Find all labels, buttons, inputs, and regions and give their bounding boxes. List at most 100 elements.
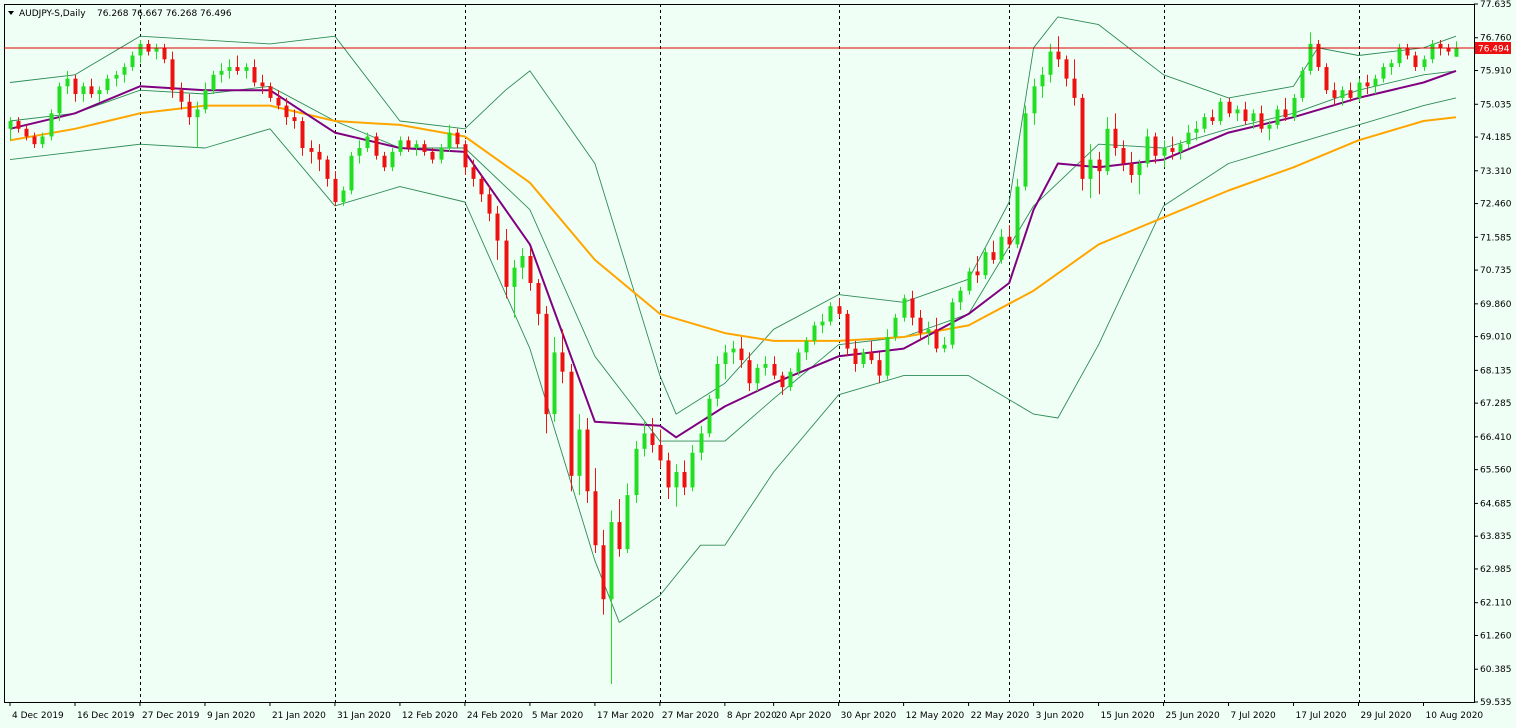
candle bbox=[763, 356, 768, 376]
y-tick-label: 61.260 bbox=[1480, 631, 1512, 641]
candle-body bbox=[252, 67, 257, 83]
candle bbox=[162, 43, 167, 64]
candle bbox=[699, 425, 704, 461]
candle-body bbox=[105, 78, 110, 91]
x-tick-label: 29 Jul 2020 bbox=[1361, 711, 1412, 721]
candle-body bbox=[138, 43, 143, 56]
candle bbox=[179, 82, 184, 110]
x-tick-label: 16 Dec 2019 bbox=[77, 711, 135, 721]
y-tick-label: 76.760 bbox=[1480, 34, 1512, 44]
candle-body bbox=[1348, 90, 1353, 98]
candle-body bbox=[1308, 43, 1313, 71]
candle-body bbox=[504, 240, 509, 287]
candle bbox=[1064, 55, 1069, 87]
candle bbox=[1365, 74, 1370, 95]
candle-body bbox=[40, 136, 45, 145]
y-tick-label: 69.860 bbox=[1480, 300, 1512, 310]
candle-body bbox=[845, 313, 850, 349]
candle-body bbox=[723, 352, 728, 364]
candle-body bbox=[382, 155, 387, 168]
candle-body bbox=[828, 306, 833, 322]
y-tick-label: 62.985 bbox=[1480, 565, 1512, 575]
candle bbox=[187, 94, 192, 125]
collapse-triangle-icon[interactable] bbox=[8, 11, 14, 15]
candle-body bbox=[991, 252, 996, 260]
candle bbox=[1446, 43, 1451, 56]
candle-body bbox=[1324, 67, 1329, 91]
candle-body bbox=[24, 128, 29, 137]
candle-body bbox=[512, 267, 517, 287]
candle-body bbox=[430, 151, 435, 160]
candle bbox=[414, 140, 419, 156]
candle bbox=[382, 151, 387, 172]
candle-body bbox=[837, 306, 842, 314]
y-tick-label: 64.685 bbox=[1480, 499, 1512, 509]
candle-body bbox=[910, 298, 915, 318]
candle-body bbox=[57, 86, 62, 114]
candle bbox=[504, 229, 509, 299]
bollinger-middle-line bbox=[9, 70, 1457, 442]
candle bbox=[1283, 97, 1288, 122]
candle bbox=[666, 452, 671, 499]
candle bbox=[495, 205, 500, 260]
candle-body bbox=[97, 90, 102, 95]
candle bbox=[219, 63, 224, 83]
candle-body bbox=[1145, 136, 1150, 164]
candle-body bbox=[1178, 144, 1183, 152]
candle bbox=[1454, 41, 1459, 57]
x-tick-label: 7 Jul 2020 bbox=[1231, 711, 1276, 721]
candle-body bbox=[81, 86, 86, 95]
x-tick-label: 30 Apr 2020 bbox=[841, 711, 897, 721]
candle bbox=[617, 498, 622, 557]
candle-body bbox=[1259, 113, 1264, 129]
x-tick-label: 24 Feb 2020 bbox=[467, 711, 523, 721]
x-tick-label: 3 Jun 2020 bbox=[1036, 711, 1085, 721]
candle bbox=[89, 78, 94, 98]
x-tick-label: 10 Aug 2020 bbox=[1426, 711, 1484, 721]
candle-body bbox=[1097, 159, 1102, 172]
candle-body bbox=[390, 151, 395, 168]
candle-body bbox=[1153, 136, 1158, 156]
candle bbox=[845, 310, 850, 357]
candle bbox=[114, 70, 119, 87]
candle bbox=[309, 140, 314, 164]
candle bbox=[1097, 151, 1102, 195]
candle-body bbox=[235, 67, 240, 71]
candle-body bbox=[1438, 43, 1443, 48]
candle bbox=[544, 306, 549, 434]
x-tick-label: 12 Feb 2020 bbox=[402, 711, 458, 721]
candle bbox=[406, 136, 411, 152]
candle-body bbox=[1218, 101, 1223, 122]
candle bbox=[893, 313, 898, 341]
candle bbox=[105, 74, 110, 95]
candle-body bbox=[1210, 117, 1215, 122]
candle-body bbox=[1413, 55, 1418, 68]
y-tick-label: 68.135 bbox=[1480, 366, 1512, 376]
candle-body bbox=[1121, 148, 1126, 164]
y-tick-label: 65.560 bbox=[1480, 466, 1512, 476]
candle-body bbox=[1113, 128, 1118, 149]
candle-body bbox=[934, 329, 939, 349]
candle-body bbox=[447, 132, 452, 149]
candle-body bbox=[1170, 148, 1175, 152]
candle bbox=[1088, 144, 1093, 199]
candle bbox=[991, 240, 996, 264]
candle-body bbox=[617, 522, 622, 550]
candle bbox=[1153, 132, 1158, 164]
candle bbox=[788, 367, 793, 391]
candle bbox=[1422, 55, 1427, 71]
candle-body bbox=[8, 121, 13, 129]
candle-body bbox=[32, 136, 37, 145]
candle bbox=[869, 340, 874, 364]
candle-body bbox=[577, 429, 582, 476]
candle bbox=[1072, 59, 1077, 106]
candle-body bbox=[211, 74, 216, 91]
candle bbox=[715, 356, 720, 407]
candle-body bbox=[1137, 163, 1142, 176]
candle-body bbox=[463, 144, 468, 168]
candle bbox=[1170, 136, 1175, 160]
candle bbox=[235, 55, 240, 75]
candle bbox=[577, 414, 582, 496]
candle bbox=[276, 90, 281, 110]
